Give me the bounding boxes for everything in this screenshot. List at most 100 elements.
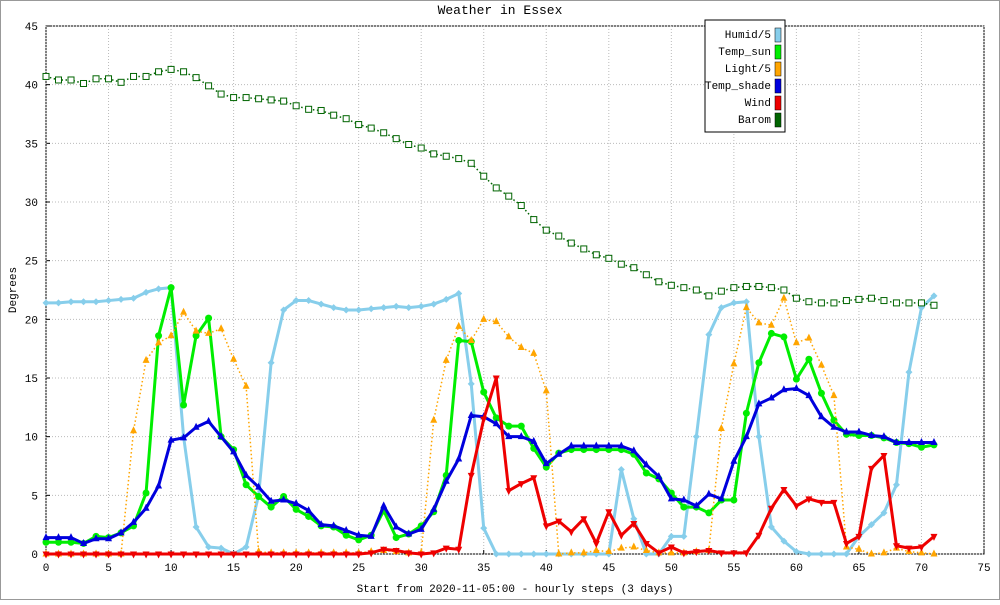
point <box>430 550 438 558</box>
point <box>892 543 900 551</box>
point <box>267 496 275 504</box>
point <box>305 297 313 305</box>
legend-swatch <box>774 112 782 128</box>
point <box>680 495 688 503</box>
point <box>742 298 750 306</box>
point <box>67 76 75 84</box>
point <box>717 423 725 431</box>
point <box>930 301 938 309</box>
point <box>117 295 125 303</box>
point <box>680 284 688 292</box>
point <box>105 534 113 542</box>
point <box>42 533 50 541</box>
x-tick-label: 0 <box>43 563 50 575</box>
point <box>555 449 563 457</box>
point <box>767 320 775 328</box>
point <box>142 72 150 80</box>
point <box>117 551 125 559</box>
point <box>355 121 363 129</box>
point <box>67 551 75 559</box>
point <box>217 551 225 559</box>
point <box>242 381 250 389</box>
point <box>455 546 463 554</box>
point <box>417 524 425 532</box>
point <box>730 284 738 292</box>
point <box>780 286 788 294</box>
point <box>742 303 750 311</box>
point <box>667 544 675 552</box>
chart-title: Weather in Essex <box>438 3 563 18</box>
point <box>267 551 275 559</box>
point <box>105 551 113 559</box>
point <box>242 470 250 478</box>
point <box>167 284 175 292</box>
point <box>367 124 375 132</box>
point <box>717 550 725 558</box>
point <box>230 447 238 455</box>
point <box>592 251 600 259</box>
point <box>755 282 763 290</box>
point <box>642 271 650 279</box>
point <box>55 299 63 307</box>
point <box>480 524 488 532</box>
point <box>242 94 250 102</box>
point <box>680 503 688 511</box>
point <box>192 74 200 82</box>
point <box>330 304 338 312</box>
point <box>742 282 750 290</box>
point <box>517 432 525 440</box>
point <box>692 433 700 441</box>
point <box>930 549 938 557</box>
point <box>780 385 788 393</box>
point <box>530 550 538 558</box>
point <box>842 427 850 435</box>
x-tick-label: 75 <box>977 563 990 575</box>
point <box>467 380 475 388</box>
point <box>380 304 388 312</box>
point <box>55 551 63 559</box>
point <box>355 306 363 314</box>
point <box>130 426 138 434</box>
point <box>617 466 625 474</box>
x-tick-label: 10 <box>164 563 177 575</box>
point <box>492 414 500 422</box>
point <box>842 540 850 548</box>
point <box>305 551 313 559</box>
point <box>467 472 475 480</box>
point <box>392 302 400 310</box>
point <box>42 299 50 307</box>
point <box>80 538 88 546</box>
point <box>267 503 275 511</box>
legend-label: Light/5 <box>725 64 771 76</box>
point <box>492 550 500 558</box>
point <box>555 232 563 240</box>
point <box>767 523 775 531</box>
point <box>105 297 113 305</box>
point <box>430 504 438 512</box>
point <box>217 324 225 332</box>
point <box>530 436 538 444</box>
point <box>192 523 200 531</box>
point <box>892 438 900 446</box>
point <box>617 543 625 551</box>
point <box>805 496 813 504</box>
point <box>167 65 175 73</box>
point <box>230 94 238 102</box>
point <box>505 432 513 440</box>
point <box>767 329 775 337</box>
x-tick-label: 55 <box>727 563 740 575</box>
point <box>705 331 713 339</box>
point <box>430 415 438 423</box>
point <box>830 391 838 399</box>
point <box>417 144 425 152</box>
point <box>480 416 488 424</box>
point <box>742 550 750 558</box>
point <box>755 433 763 441</box>
point <box>267 359 275 367</box>
point <box>917 299 925 307</box>
point <box>392 547 400 555</box>
x-axis-label: Start from 2020-11-05:00 - hourly steps … <box>357 584 674 596</box>
point <box>155 481 163 489</box>
x-tick-label: 15 <box>227 563 240 575</box>
point <box>755 359 763 367</box>
